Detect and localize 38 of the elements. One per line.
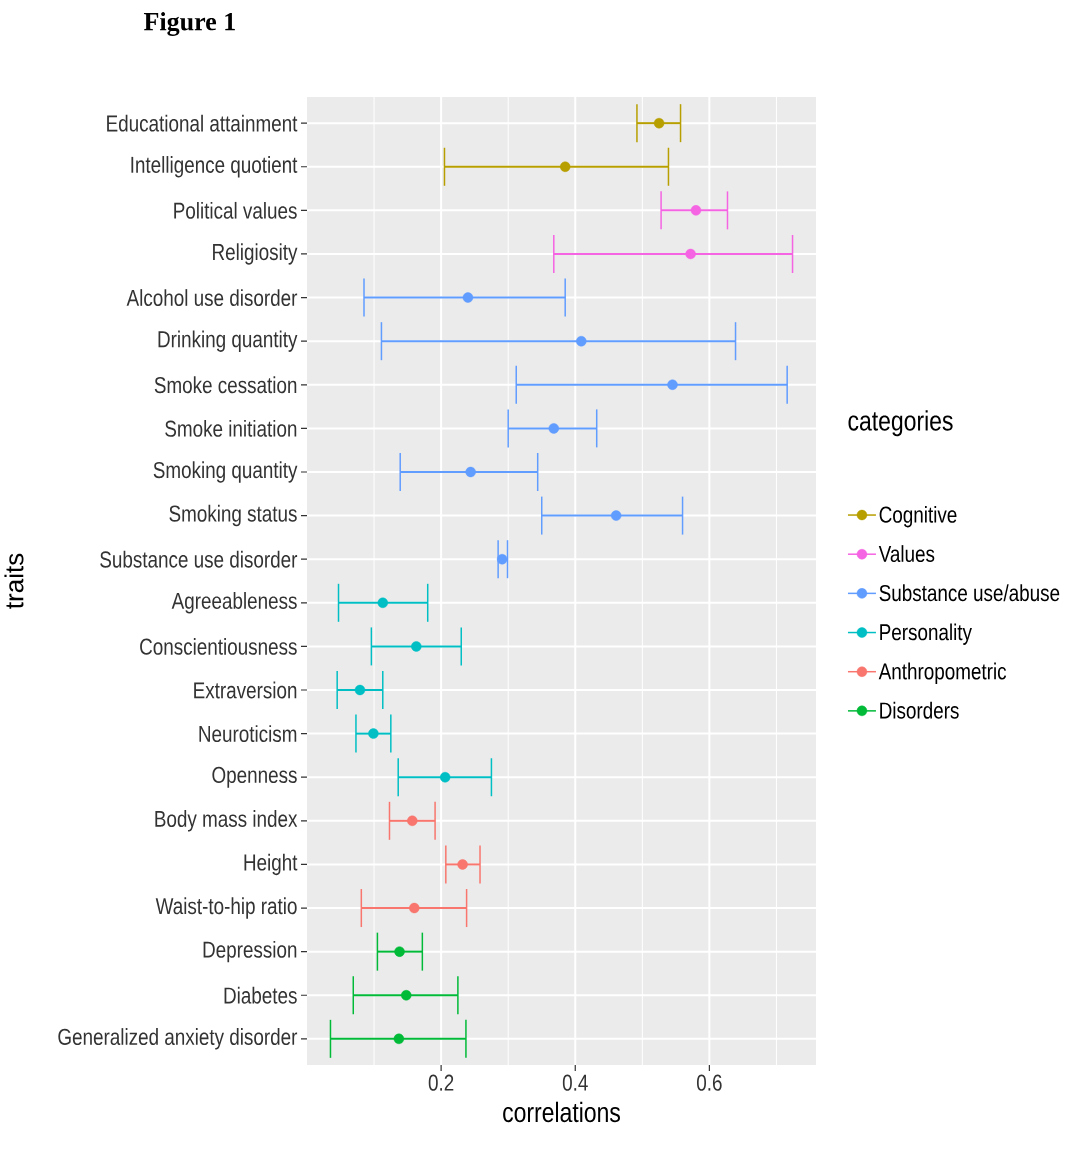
x-tick-label: 0.2: [428, 1074, 454, 1091]
point: [576, 335, 587, 347]
legend-label: Disorders: [880, 701, 959, 719]
y-tick-label: Diabetes: [224, 986, 297, 1004]
legend-label: Substance use/abuse: [879, 584, 1060, 602]
y-tick-label: Conscientiousness: [140, 637, 297, 655]
x-tick-label: 0.6: [697, 1074, 722, 1091]
y-tick-label: Waist-to-hip ratio: [155, 897, 297, 919]
x-tick-label: 0.4: [562, 1074, 588, 1091]
y-tick-label: Depression: [203, 940, 297, 963]
point: [559, 161, 571, 172]
y-tick-label: Drinking quantity: [158, 330, 298, 352]
y-tick-label: Body mass index: [155, 810, 298, 832]
legend-label: Personality: [880, 623, 972, 645]
y-tick-label: Smoke initiation: [165, 419, 297, 437]
y-tick-label: Educational attainment: [107, 114, 298, 132]
y-tick-label: Extraversion: [194, 681, 297, 699]
y-tick-label: Alcohol use disorder: [126, 289, 298, 307]
y-tick-label: Generalized anxiety disorder: [58, 1028, 298, 1050]
y-tick-label: Intelligence quotient: [131, 156, 298, 178]
y-tick-label: Openness: [212, 766, 297, 788]
y-tick-label: Smoking status: [169, 504, 297, 527]
y-axis-title: traits: [4, 553, 24, 609]
legend-label: Cognitive: [879, 505, 957, 528]
x-axis-title: correlations: [503, 1101, 620, 1123]
y-tick-label: Height: [244, 853, 298, 876]
y-tick-label: Smoke cessation: [154, 376, 297, 394]
legend-title: categories: [848, 410, 953, 437]
y-tick-label: Substance use disorder: [100, 550, 298, 568]
y-tick-label: Agreeableness: [171, 592, 297, 614]
y-tick-label: Smoking quantity: [153, 461, 298, 483]
legend-label: Values: [878, 545, 935, 563]
point: [377, 597, 388, 609]
chart-title: Figure 1: [143, 12, 235, 36]
legend-label: Anthropometric: [878, 662, 1007, 685]
y-tick-label: Political values: [174, 201, 297, 219]
y-tick-label: Neuroticism: [199, 725, 297, 743]
y-tick-label: Religiosity: [213, 243, 298, 265]
